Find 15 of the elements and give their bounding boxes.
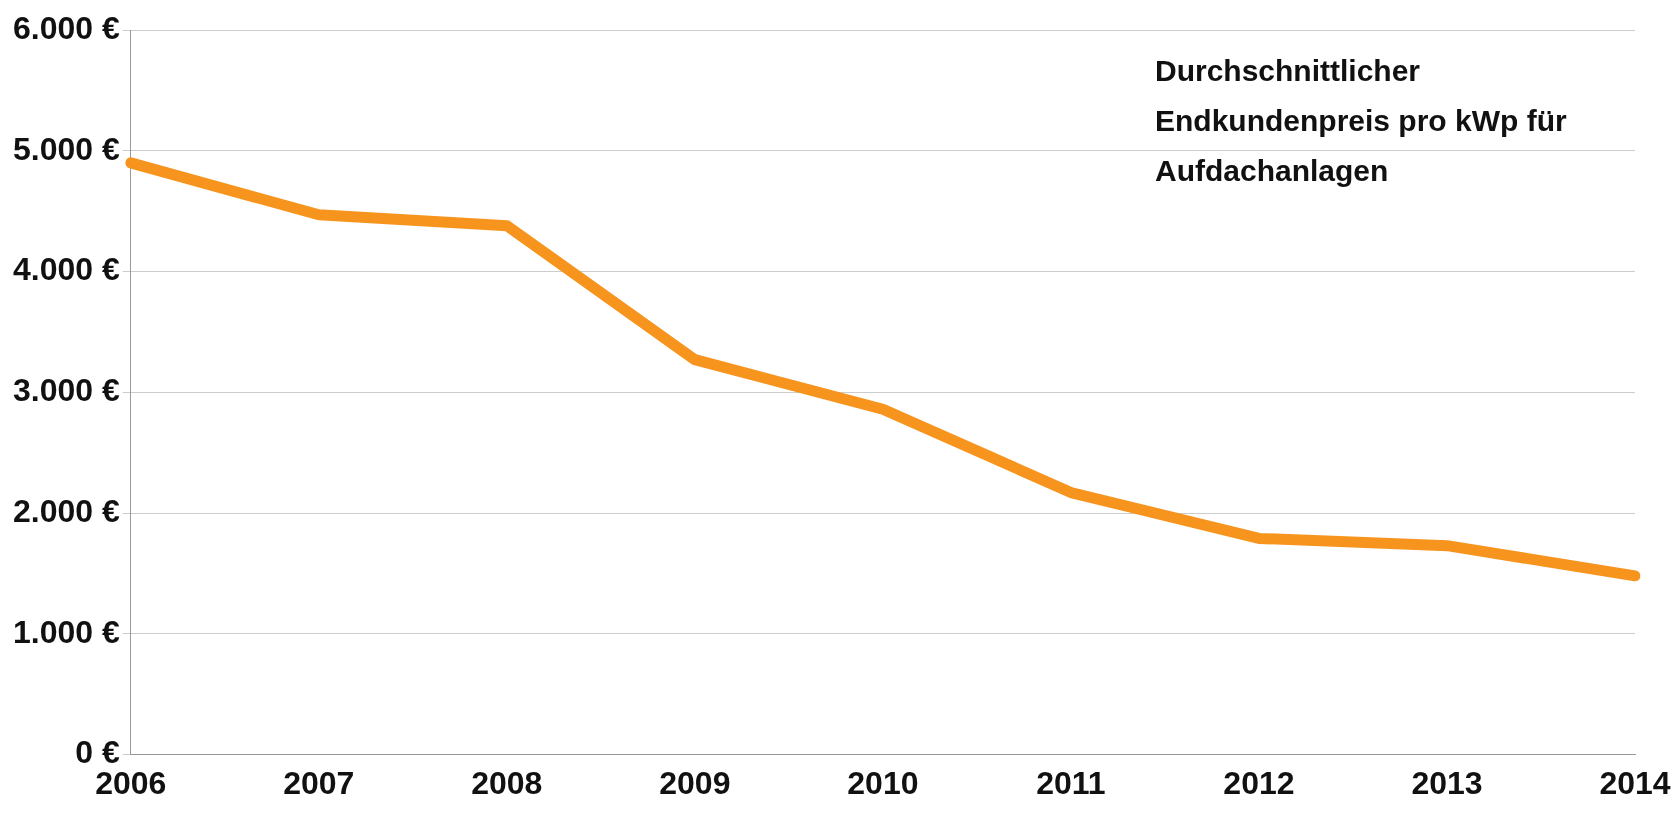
x-tick-label: 2007 bbox=[283, 764, 355, 801]
x-tick-label: 2010 bbox=[847, 764, 919, 801]
y-tick-label: 3.000 € bbox=[13, 372, 120, 409]
x-tick-label: 2008 bbox=[471, 764, 543, 801]
x-tick-label: 2012 bbox=[1223, 764, 1295, 801]
x-tick-label: 2009 bbox=[659, 764, 731, 801]
y-tick-label: 6.000 € bbox=[13, 9, 120, 46]
y-tick-label: 2.000 € bbox=[13, 492, 120, 529]
x-tick-label: 2014 bbox=[1599, 764, 1671, 801]
annotation: Durchschnittlicher Endkundenpreis pro kWp für Aufdachanlagen bbox=[1155, 54, 1567, 188]
x-tick-label: 2011 bbox=[1036, 764, 1106, 801]
x-tick-label: 2013 bbox=[1411, 764, 1483, 801]
y-tick-label: 5.000 € bbox=[13, 130, 120, 167]
y-tick-label: 4.000 € bbox=[13, 251, 120, 288]
y-tick-label: 1.000 € bbox=[13, 613, 120, 650]
